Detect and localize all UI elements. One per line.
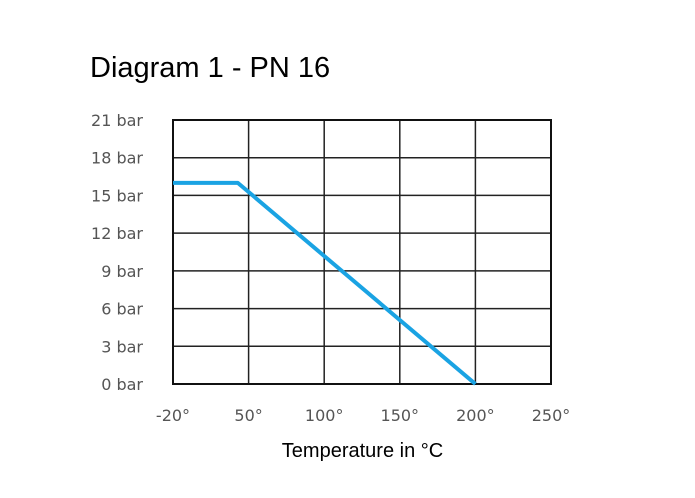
y-tick-label: 21 bar [91, 111, 143, 130]
x-tick-label: 150° [381, 406, 420, 425]
y-tick-label: 6 bar [101, 300, 143, 319]
chart-title: Diagram 1 - PN 16 [90, 52, 331, 84]
x-tick-label: -20° [156, 406, 190, 425]
y-tick-label: 18 bar [91, 149, 143, 168]
x-tick-label: 200° [456, 406, 495, 425]
x-tick-label: 100° [305, 406, 344, 425]
y-tick-label: 3 bar [101, 337, 143, 356]
pressure-temperature-line [173, 180, 477, 386]
x-axis-label: Temperature in °C [281, 440, 444, 462]
y-tick-label: 0 bar [101, 375, 143, 394]
x-tick-label: 50° [234, 406, 262, 425]
y-tick-label: 9 bar [101, 262, 143, 281]
y-tick-label: 15 bar [91, 186, 143, 205]
x-tick-label: 250° [532, 406, 571, 425]
plot-frame [172, 119, 552, 385]
y-tick-label: 12 bar [91, 224, 143, 243]
